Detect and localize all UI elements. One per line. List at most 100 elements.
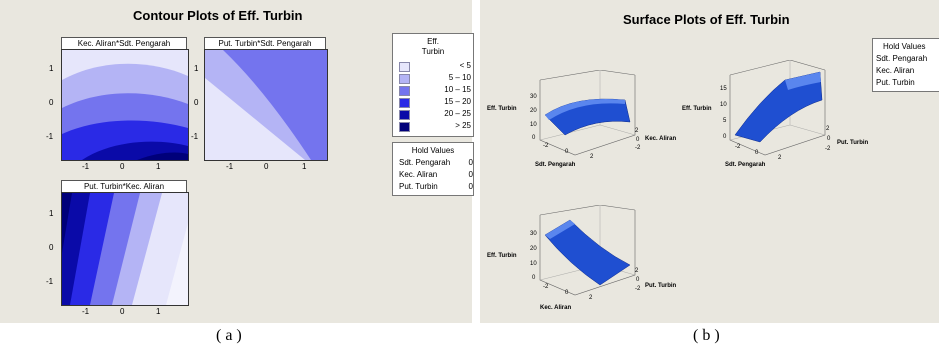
contour-region-gt25 — [137, 152, 188, 160]
z-tick: 0 — [532, 135, 536, 141]
surface-box-edge — [599, 70, 636, 76]
legend-label: 5 – 10 — [448, 73, 471, 82]
z-tick: 15 — [720, 86, 727, 92]
contour-region-10-15 — [223, 50, 327, 160]
y-tick: 2 — [635, 268, 639, 274]
surface-plot-1: Eff. Turbin 30 20 10 0 -2 0 2 -2 0 2 Sdt… — [487, 70, 676, 168]
hold-value: 0 — [468, 182, 473, 191]
x-axis-label: Kec. Aliran — [540, 305, 571, 311]
legend-label: < 5 — [459, 61, 471, 70]
legend-item: 5 – 10 — [399, 73, 479, 84]
legend-swatch — [399, 110, 410, 120]
contour-panel: Contour Plots of Eff. Turbin Kec. Aliran… — [0, 0, 474, 323]
hold-value: 0 — [468, 158, 473, 167]
x-tick: 1 — [156, 162, 161, 171]
y-tick: 2 — [635, 128, 639, 134]
y-tick: 0 — [636, 277, 640, 283]
x-tick: 2 — [778, 155, 782, 161]
y-tick: -2 — [635, 286, 641, 292]
legend-title-line2: Turbin — [421, 47, 445, 56]
z-tick: 0 — [532, 275, 536, 281]
legend-title-line1: Eff. — [427, 37, 439, 46]
legend-label: 10 – 15 — [444, 85, 471, 94]
x-tick: -2 — [543, 143, 549, 149]
surface-box-edge — [789, 124, 826, 136]
legend-label: 20 – 25 — [444, 109, 471, 118]
y-tick: 0 — [827, 136, 831, 142]
x-tick: 1 — [156, 307, 161, 316]
contour-plot-3-svg — [62, 193, 188, 305]
contour-plot-1-svg — [62, 50, 188, 160]
x-tick: 0 — [120, 307, 125, 316]
z-axis-label: Eff. Turbin — [487, 106, 517, 112]
surface-box-edge — [539, 70, 601, 81]
y-axis-label: Kec. Aliran — [645, 136, 676, 142]
z-axis-label: Eff. Turbin — [682, 106, 712, 112]
x-tick: -1 — [82, 162, 90, 171]
contour-region-lt5 — [205, 110, 235, 160]
y-tick: 1 — [49, 64, 54, 73]
hold-values-title: Hold Values — [883, 42, 926, 51]
surface-highlight — [785, 72, 821, 90]
x-tick: 1 — [302, 162, 307, 171]
caption-a: ( a ) — [216, 327, 242, 344]
hold-values-title: Hold Values — [411, 146, 455, 155]
hold-value-name: Kec. Aliran — [399, 170, 438, 179]
x-tick: -2 — [735, 144, 741, 150]
y-tick: -1 — [46, 132, 54, 141]
x-tick: 0 — [264, 162, 269, 171]
legend-item: 20 – 25 — [399, 109, 479, 120]
legend-swatch — [399, 86, 410, 96]
surface-box-edge — [539, 205, 601, 216]
y-tick: 1 — [49, 209, 54, 218]
z-tick: 0 — [723, 134, 727, 140]
z-tick: 30 — [530, 94, 537, 100]
y-tick: 0 — [194, 98, 199, 107]
legend-label: > 25 — [455, 121, 471, 130]
x-tick: 2 — [590, 154, 594, 160]
surface-highlight — [545, 99, 625, 120]
z-tick: 10 — [720, 102, 727, 108]
x-tick: 0 — [755, 150, 759, 156]
y-tick: 2 — [826, 126, 830, 132]
x-axis-label: Sdt. Pengarah — [725, 162, 766, 168]
z-tick: 10 — [530, 122, 537, 128]
surface-mesh — [544, 219, 631, 286]
surface-box-edge — [729, 60, 791, 76]
z-tick: 30 — [530, 231, 537, 237]
y-tick: -2 — [825, 146, 831, 152]
contour-panel-title: Contour Plots of Eff. Turbin — [133, 8, 303, 23]
legend-item: < 5 — [399, 61, 479, 72]
surface-box — [729, 70, 826, 156]
surface-box-edge — [599, 205, 636, 211]
hold-value-name: Kec. Aliran — [876, 66, 915, 75]
legend-item: > 25 — [399, 121, 479, 132]
surface-plot-3: Eff. Turbin 30 20 10 0 -2 0 2 -2 0 2 Kec… — [487, 205, 677, 311]
surface-box — [539, 210, 636, 296]
y-axis-label: Put. Turbin — [837, 140, 869, 146]
contour-plot-2 — [204, 49, 328, 161]
hold-value-row: Sdt. Pengarah 0 — [399, 158, 473, 167]
hold-values-box: Hold Values Sdt. Pengarah 0 Kec. Aliran … — [392, 142, 474, 196]
z-tick: 20 — [530, 246, 537, 252]
hold-value-name: Put. Turbin — [876, 78, 915, 87]
hold-value-name: Sdt. Pengarah — [876, 54, 928, 63]
y-tick: 0 — [49, 98, 54, 107]
contour-plot-1 — [61, 49, 189, 161]
contour-plot-2-svg — [205, 50, 327, 160]
legend-item: 10 – 15 — [399, 85, 479, 96]
hold-value-name: Sdt. Pengarah — [399, 158, 451, 167]
surface-box-edge — [599, 124, 636, 136]
surface-box-edge — [789, 60, 826, 71]
legend-swatch — [399, 98, 410, 108]
hold-value-row: Put. Turbin 0 — [399, 182, 473, 191]
surface-box — [539, 75, 636, 156]
surface-panel: Surface Plots of Eff. Turbin Hold Values… — [480, 0, 939, 323]
y-tick: 0 — [49, 243, 54, 252]
contour-region-gt25 — [62, 193, 72, 253]
z-axis-label: Eff. Turbin — [487, 253, 517, 259]
surface-panel-title: Surface Plots of Eff. Turbin — [623, 12, 790, 27]
hold-value-name: Put. Turbin — [399, 182, 438, 191]
legend-swatch — [399, 74, 410, 84]
y-tick: -1 — [46, 277, 54, 286]
